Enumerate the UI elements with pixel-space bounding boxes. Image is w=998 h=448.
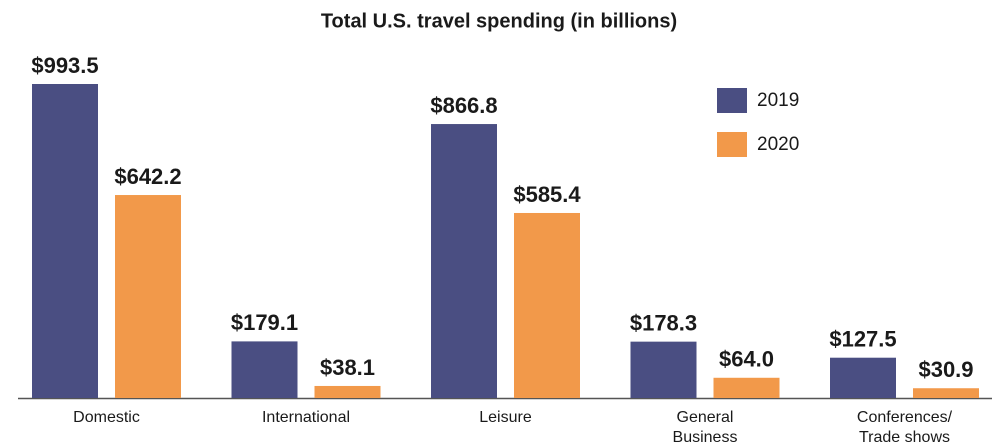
value-label: $64.0 (719, 347, 774, 372)
x-tick-label: Leisure (479, 409, 532, 426)
bar (713, 377, 780, 398)
bar (830, 357, 896, 398)
value-label: $178.3 (630, 310, 697, 335)
value-label: $179.1 (231, 310, 298, 335)
bar (115, 195, 181, 398)
x-tick-label: General Business (673, 409, 738, 446)
bar (514, 212, 580, 398)
legend-swatch (717, 132, 747, 157)
bar (314, 385, 381, 398)
legend-label: 2020 (757, 134, 799, 155)
x-tick-label: International (262, 409, 350, 426)
value-label: $585.4 (513, 182, 581, 207)
legend-label: 2019 (757, 90, 799, 111)
bar (913, 388, 979, 398)
bar (231, 341, 298, 398)
chart-title: Total U.S. travel spending (in billions) (321, 10, 677, 32)
value-label: $30.9 (918, 357, 973, 382)
x-tick-label: Conferences/Trade shows (857, 409, 953, 446)
value-label: $642.2 (114, 164, 181, 189)
legend-swatch (717, 88, 747, 113)
bar (32, 84, 98, 398)
value-label: $38.1 (320, 355, 375, 380)
bar (630, 341, 697, 398)
bar (431, 124, 497, 398)
value-label: $127.5 (829, 327, 896, 352)
x-tick-label: Domestic (73, 409, 140, 426)
value-label: $993.5 (31, 53, 98, 78)
value-label: $866.8 (430, 93, 497, 118)
